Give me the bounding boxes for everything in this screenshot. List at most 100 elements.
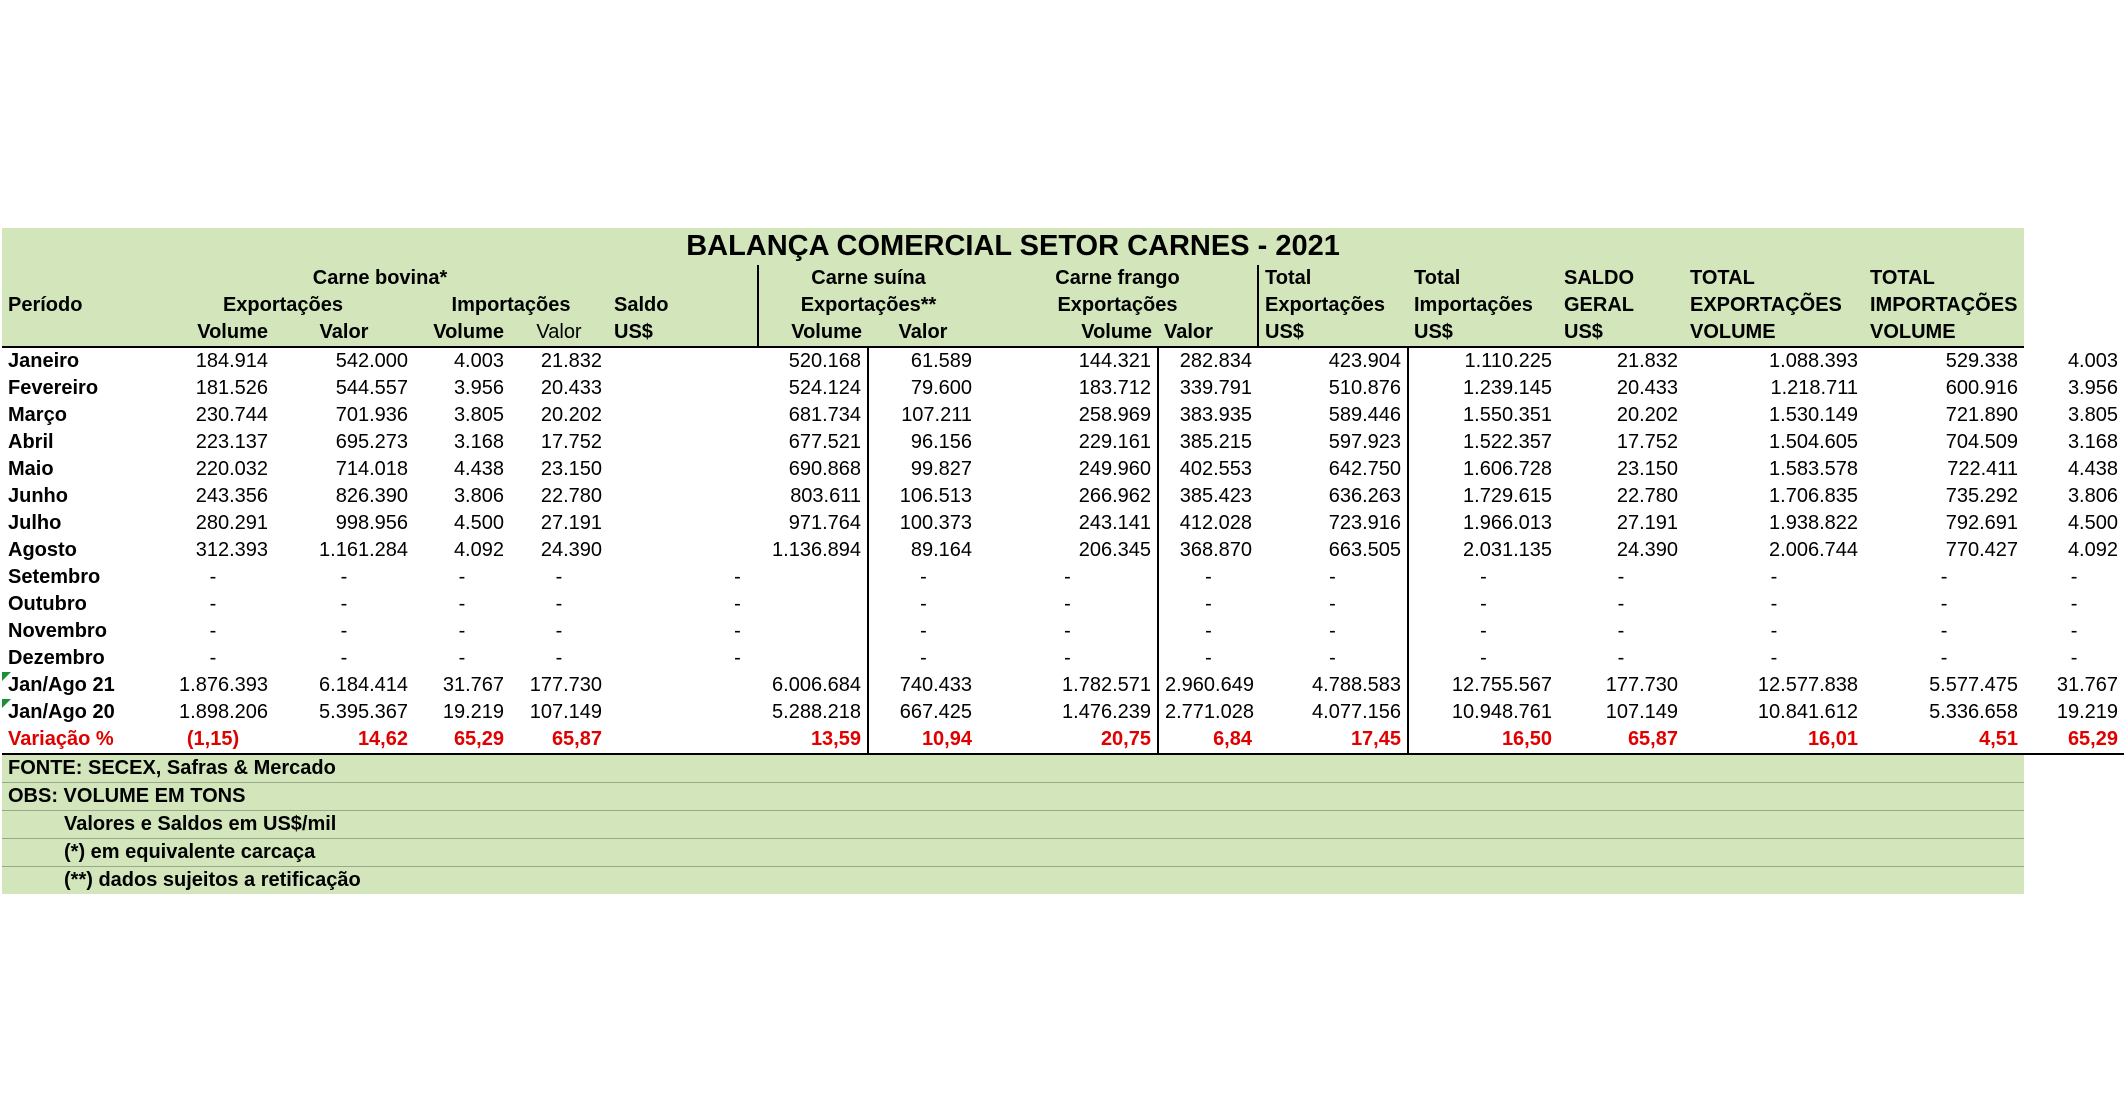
table-cell: 1.136.894 [608,537,869,564]
table-row: Outubro - - - - - - - - - - - - - - [2,591,2124,618]
table-cell: 6.006.684 [608,672,869,699]
table-cell: - [2070,647,2078,669]
table-cell: 695.273 [335,431,408,453]
row-label: Outubro [8,593,87,615]
table-cell: - [1940,593,1948,615]
table-cell: 27.191 [1616,512,1678,534]
table-cell: - [608,564,869,591]
table-cell: 1.088.393 [1769,350,1858,372]
table-cell: 107.211 [901,404,972,426]
row-label: Agosto [8,539,77,561]
table-cell: - [2070,593,2078,615]
table-cell: 423.904 [1258,347,1409,375]
table-cell: - [920,647,927,669]
variacao-cell: 65,29 [2024,726,2124,755]
note-row: (*) em equivalente carcaça [2,838,2124,867]
header-frango-exportacoes: Exportações [978,292,1259,319]
variacao-row: Variação % (1,15) 14,62 65,29 65,87 13,59 10,9… [2,726,2124,755]
table-cell: 1.583.578 [1769,458,1858,480]
row-label: Julho [8,512,62,534]
table-cell: - [1770,620,1778,642]
table-cell: 280.291 [195,512,268,534]
table-cell: - [1258,564,1409,591]
table-row: Dezembro - - - - - - - - - - - - - - [2,645,2124,672]
table-cell: 1.706.835 [1769,485,1858,507]
table-cell: 4.092 [453,539,504,561]
header-bovina-imp-volume: Volume [414,319,510,348]
table-cell: 544.557 [335,377,408,399]
row-label: Abril [8,431,54,453]
table-cell: 282.834 [1179,350,1252,372]
table-row: Abril 223.137 695.273 3.168 17.752 677.521 96.… [2,429,2124,456]
table-cell: - [458,620,466,642]
table-cell: - [1205,620,1212,642]
table-cell: - [340,620,348,642]
table-cell: 22.780 [1616,485,1678,507]
table-cell: 4.077.156 [1258,699,1409,726]
header-carne-frango: Carne frango [978,265,1259,292]
header-total-exp-1: Total [1258,265,1408,292]
table-cell: 663.505 [1258,537,1409,564]
table-cell: - [555,593,563,615]
header-total-imp-vol-2: IMPORTAÇÕES [1864,292,2025,319]
table-cell: 12.577.838 [1757,674,1858,696]
table-cell: 99.827 [910,458,972,480]
table-cell: 183.712 [978,375,1159,402]
table-cell: - [458,566,466,588]
table-cell: - [1480,566,1487,588]
row-label: Junho [8,485,68,507]
table-cell: 704.509 [1945,431,2019,453]
table-cell: 385.215 [1179,431,1252,453]
note-text: Valores e Saldos em US$/mil [2,810,2025,839]
table-cell: - [608,618,869,645]
variacao-cell: 65,87 [1558,726,1684,755]
table-cell: 27.191 [540,512,602,534]
table-cell: 23.150 [540,458,602,480]
table-cell: - [340,647,348,669]
table-row: Jan/Ago 21 1.876.393 6.184.414 31.767 177.73… [2,672,2124,699]
header-suina-volume: Volume [758,319,868,348]
table-cell: 642.750 [1258,456,1409,483]
table-cell: - [978,591,1159,618]
note-row: Valores e Saldos em US$/mil [2,810,2124,839]
table-cell: 1.729.615 [1463,485,1552,507]
table-cell: 184.914 [195,350,268,372]
table-cell: 770.427 [1945,539,2019,561]
table-cell: 21.832 [1616,350,1678,372]
table-cell: 1.550.351 [1463,404,1552,426]
table-row: Fevereiro 181.526 544.557 3.956 20.433 524.12… [2,375,2124,402]
header-total-imp-1: Total [1408,265,1558,292]
table-cell: - [608,645,869,672]
note-row: OBS: VOLUME EM TONS [2,782,2124,811]
table-cell: 5.288.218 [608,699,869,726]
header-suina-exportacoes: Exportações** [758,292,978,319]
table-cell: - [920,566,927,588]
table-cell: 2.031.135 [1463,539,1552,561]
table-cell: 5.395.367 [319,701,408,723]
table-cell: 223.137 [195,431,268,453]
table-cell: - [1480,593,1487,615]
table-cell: 31.767 [2056,674,2118,696]
table-cell: 10.948.761 [1451,701,1552,723]
table-cell: 4.500 [453,512,504,534]
table-cell: 4.003 [2067,349,2118,372]
table-cell: - [978,645,1159,672]
header-frango-volume: Volume [978,319,1158,348]
header-total-exp-us: US$ [1258,319,1408,348]
variacao-cell: (1,15) [152,726,274,755]
table-row: Janeiro 184.914 542.000 4.003 21.832 520.168 6… [2,347,2124,375]
table-cell: 597.923 [1258,429,1409,456]
table-cell: 1.504.605 [1769,431,1858,453]
header-total-exp-vol-3: VOLUME [1684,319,1864,348]
table-cell: 2.006.744 [1769,539,1858,561]
header-total-imp-vol-3: VOLUME [1864,319,2025,348]
table-cell: 17.752 [540,431,602,453]
note-text: (*) em equivalente carcaça [2,838,2025,867]
row-label: Maio [8,458,54,480]
table-cell: 243.356 [195,485,268,507]
table-cell: 106.513 [899,485,972,507]
table-cell: - [1617,647,1625,669]
table-cell: 402.553 [1179,458,1252,480]
note-text: FONTE: SECEX, Safras & Mercado [2,754,2025,783]
table-cell: 229.161 [978,429,1159,456]
